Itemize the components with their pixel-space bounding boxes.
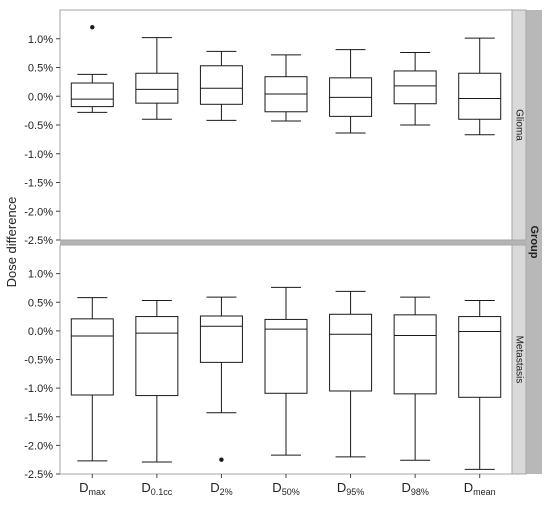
iqr-box — [199, 315, 243, 363]
y-tick-label: 0.5% — [28, 297, 53, 309]
strip-glioma — [511, 9, 527, 241]
iqr-box — [199, 65, 243, 105]
iqr-box — [135, 316, 179, 397]
box-glioma-mean — [458, 37, 502, 136]
x-tick-label: D95% — [337, 480, 364, 497]
y-tick-label: -1.5% — [24, 178, 53, 190]
y-tick-label: 1.0% — [28, 269, 53, 281]
x-tick-label-main: D — [337, 480, 346, 495]
box-glioma-98% — [393, 52, 437, 126]
x-tick-label-sub: 95% — [346, 487, 364, 497]
box-glioma-2% — [199, 50, 243, 121]
y-tick-label: -1.0% — [24, 149, 53, 161]
x-tick-label-sub: max — [88, 487, 106, 497]
iqr-box — [458, 316, 502, 398]
x-tick-label-main: D — [79, 480, 88, 495]
x-tick-label-sub: 2% — [220, 487, 233, 497]
x-tick-label: D50% — [272, 480, 299, 497]
strip-label-glioma: Glioma — [513, 109, 524, 141]
strip-label-metastasis: Metastasis — [513, 336, 524, 384]
outlier-point — [219, 457, 224, 462]
iqr-box — [70, 318, 114, 396]
y-tick-label: 1.0% — [28, 34, 53, 46]
x-tick-label-main: D — [210, 480, 219, 495]
group-axis-label: Group — [528, 226, 540, 259]
y-tick-label: -0.5% — [24, 120, 53, 132]
x-tick-label: D2% — [210, 480, 232, 497]
y-tick-label: 0.0% — [28, 326, 53, 338]
iqr-box — [264, 318, 308, 394]
y-tick-label: 0.5% — [28, 63, 53, 75]
box-glioma-50% — [264, 54, 308, 122]
x-tick-label: D0.1cc — [141, 480, 172, 497]
x-tick-label-main: D — [141, 480, 150, 495]
iqr-box — [393, 70, 437, 105]
y-tick-label: -2.0% — [24, 206, 53, 218]
box-glioma-max — [70, 25, 114, 113]
y-tick-label: 0.0% — [28, 91, 53, 103]
y-axis-label: Dose difference — [4, 197, 19, 288]
outlier-point — [90, 25, 95, 30]
x-tick-label-main: D — [401, 480, 410, 495]
box-metastasis-mean — [458, 300, 502, 470]
y-tick-label: -0.5% — [24, 355, 53, 367]
box-metastasis-max — [70, 297, 114, 462]
x-tick-label: Dmax — [79, 480, 106, 497]
box-glioma-95% — [329, 49, 373, 134]
iqr-box — [70, 82, 114, 108]
x-tick-label-sub: 98% — [411, 487, 429, 497]
iqr-box — [393, 314, 437, 395]
box-metastasis-50% — [264, 286, 308, 456]
box-metastasis-95% — [329, 290, 373, 458]
box-metastasis-2% — [199, 296, 243, 462]
x-tick-label-main: D — [464, 480, 473, 495]
iqr-box — [329, 313, 373, 392]
y-tick-label: -1.5% — [24, 412, 53, 424]
x-tick-label-main: D — [272, 480, 281, 495]
box-metastasis-98% — [393, 296, 437, 461]
panel-separator — [60, 240, 526, 245]
y-tick-label: -1.0% — [24, 383, 53, 395]
box-glioma-0.1cc — [135, 37, 179, 120]
iqr-box — [458, 72, 502, 120]
group-bar — [526, 10, 542, 474]
panel-frame-glioma — [59, 9, 513, 241]
x-tick-label-sub: mean — [473, 487, 496, 497]
y-tick-label: -2.5% — [24, 469, 53, 481]
x-tick-label-sub: 50% — [282, 487, 300, 497]
y-tick-label: -2.0% — [24, 440, 53, 452]
x-tick-label-sub: 0.1cc — [151, 487, 173, 497]
x-tick-label: Dmean — [464, 480, 496, 497]
x-tick-label: D98% — [401, 480, 428, 497]
strip-metastasis — [511, 244, 527, 475]
box-metastasis-0.1cc — [135, 300, 179, 463]
iqr-box — [135, 72, 179, 104]
y-tick-label: -2.5% — [24, 235, 53, 247]
